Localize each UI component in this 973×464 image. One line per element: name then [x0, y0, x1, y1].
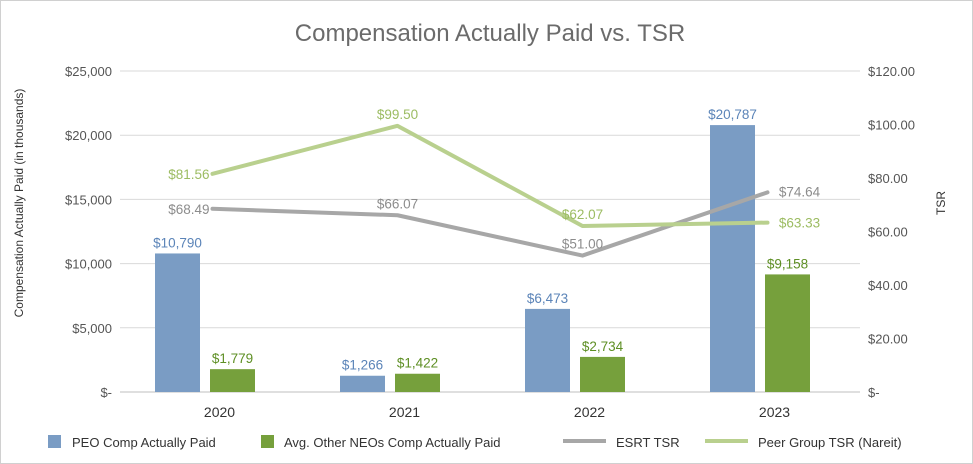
line-series [210, 123, 770, 258]
left-tick-label: $25,000 [65, 64, 112, 79]
legend-swatch-peo [48, 435, 61, 448]
data-labels: $10,790 $1,266 $6,473 $20,787 $1,779 $1,422 $2… [153, 107, 821, 373]
bar-neo [580, 356, 625, 392]
bar-neo [210, 369, 255, 392]
legend: PEO Comp Actually Paid Avg. Other NEOs Co… [48, 435, 902, 450]
bar-peo [155, 253, 200, 392]
chart-title: Compensation Actually Paid vs. TSR [295, 20, 685, 47]
legend-label-neo: Avg. Other NEOs Comp Actually Paid [284, 435, 501, 450]
legend-label-peo: PEO Comp Actually Paid [72, 435, 216, 450]
left-tick-label: $5,000 [72, 321, 112, 336]
line-data-label: $74.64 [779, 184, 821, 199]
left-tick-label: $20,000 [65, 128, 112, 143]
right-axis-title: TSR [934, 191, 948, 215]
bar-data-label: $2,734 [582, 339, 624, 354]
bar-peo [340, 375, 385, 392]
left-axis-title: Compensation Actually Paid (in thousands… [12, 89, 26, 318]
category-label: 2021 [389, 404, 420, 420]
right-tick-label: $- [868, 385, 880, 400]
bar-data-label: $1,266 [342, 358, 383, 373]
line-data-label: $68.49 [168, 202, 209, 217]
bar-peo [710, 125, 755, 393]
bar-data-label: $9,158 [767, 256, 808, 271]
category-labels: 2020 2021 2022 2023 [204, 404, 790, 420]
bar-data-label: $1,422 [397, 356, 438, 371]
right-tick-label: $60.00 [868, 225, 908, 240]
category-label: 2023 [759, 404, 790, 420]
bar-data-label: $1,779 [212, 351, 253, 366]
category-label: 2022 [574, 404, 605, 420]
left-tick-label: $10,000 [65, 257, 112, 272]
right-tick-label: $80.00 [868, 171, 908, 186]
line-data-label: $81.56 [168, 167, 209, 182]
bar-neo [765, 274, 810, 392]
line-data-label: $51.00 [562, 237, 603, 252]
bar-data-label: $10,790 [153, 235, 202, 250]
bar-neo [395, 373, 440, 392]
bar-series [155, 125, 810, 393]
left-tick-label: $15,000 [65, 192, 112, 207]
bar-peo [525, 308, 570, 392]
line-data-label: $63.33 [779, 216, 820, 231]
bar-data-label: $20,787 [708, 107, 757, 122]
right-tick-label: $40.00 [868, 278, 908, 293]
peer-tsr-line [210, 123, 770, 228]
right-tick-label: $20.00 [868, 332, 908, 347]
line-data-label: $66.07 [377, 196, 418, 211]
left-tick-label: $- [100, 385, 112, 400]
legend-label-peer: Peer Group TSR (Nareit) [758, 435, 902, 450]
right-axis-ticks: $- $20.00 $40.00 $60.00 $80.00 $100.00 $120.00 [868, 64, 915, 400]
line-data-label: $99.50 [377, 107, 418, 122]
bar-data-label: $6,473 [527, 291, 568, 306]
line-data-label: $62.07 [562, 207, 603, 222]
legend-swatch-neo [261, 435, 274, 448]
right-tick-label: $100.00 [868, 118, 915, 133]
right-tick-label: $120.00 [868, 64, 915, 79]
left-axis-ticks: $- $5,000 $10,000 $15,000 $20,000 $25,000 [65, 64, 112, 400]
legend-label-esrt: ESRT TSR [616, 435, 680, 450]
category-label: 2020 [204, 404, 235, 420]
